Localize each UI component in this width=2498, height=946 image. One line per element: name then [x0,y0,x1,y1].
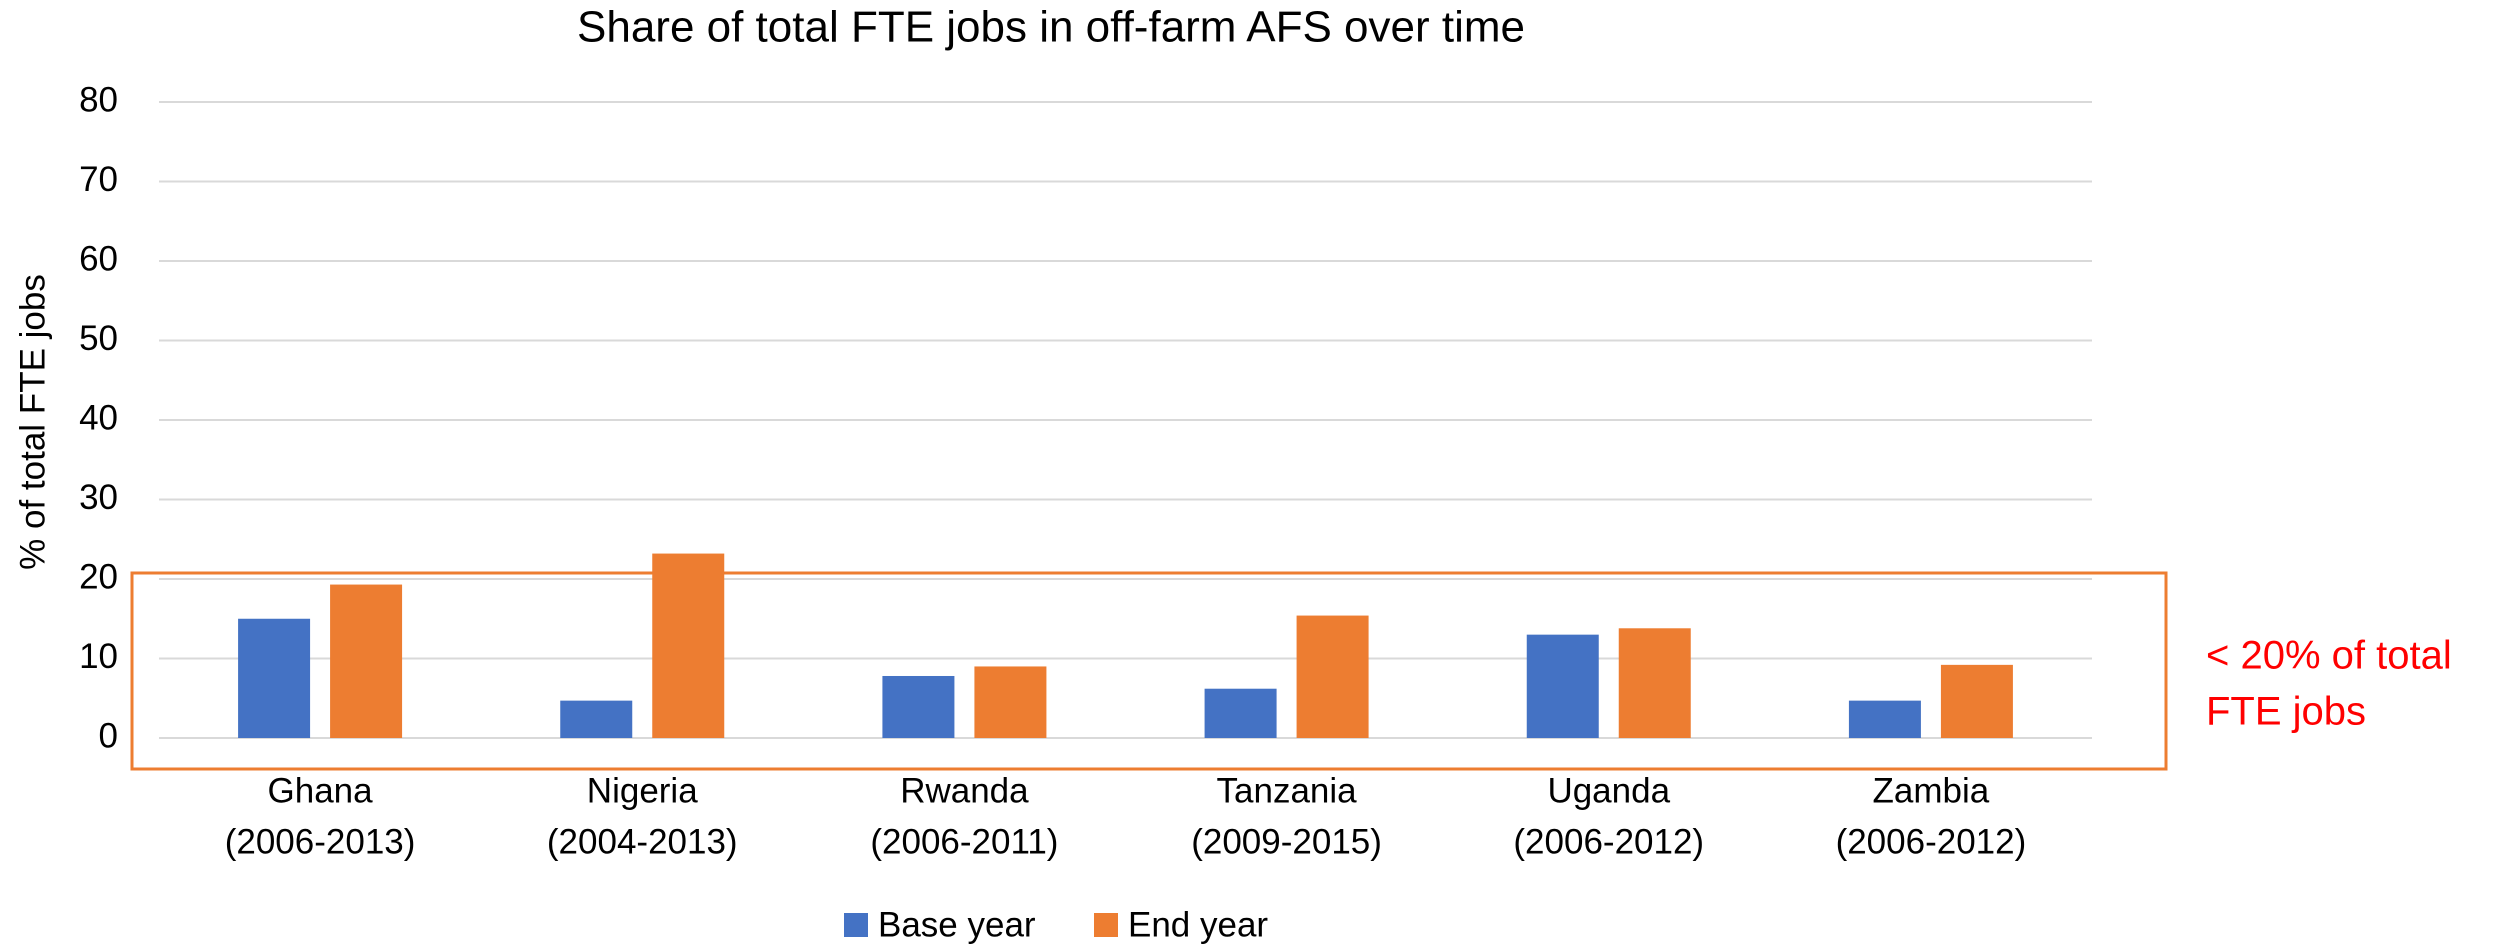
bar [974,666,1047,738]
y-tick-label: 60 [79,239,118,278]
y-axis-label: % of total FTE jobs [13,274,52,570]
bar [652,553,725,738]
y-tick-label: 70 [79,160,118,199]
annotation: FTE jobs [2206,690,2366,734]
bar [1296,615,1369,738]
bar [560,700,633,738]
x-tick-label: Rwanda [900,771,1029,810]
x-tick-label: Ghana [268,771,374,810]
x-tick-label: (2009-2015) [1191,822,1382,861]
y-tick-label: 20 [79,557,118,596]
y-tick-label: 50 [79,319,118,358]
bar [1940,664,2013,738]
bar [882,675,955,738]
bar [1204,688,1277,738]
x-tick-label: (2006-2013) [225,822,416,861]
annotation: < 20% of total [2206,634,2452,678]
y-tick-label: 80 [79,80,118,119]
y-tick-label: 40 [79,398,118,437]
bar [330,584,403,738]
y-tick-label: 30 [79,478,118,517]
legend-label: End year [1128,905,1268,944]
y-tick-label: 0 [99,716,118,755]
x-tick-label: Zambia [1873,771,1990,810]
x-tick-label: (2004-2013) [547,822,738,861]
y-tick-label: 10 [79,637,118,676]
x-tick-label: (2006-2012) [1836,822,2027,861]
chart-title: Share of total FTE jobs in off-farm AFS … [577,3,1525,52]
bar [1848,700,1921,738]
legend-swatch [844,913,868,937]
x-tick-label: Tanzania [1217,771,1358,810]
legend-label: Base year [878,905,1036,944]
bar [238,618,311,738]
x-tick-label: (2006-2011) [870,822,1058,861]
bar [1618,628,1691,738]
x-tick-label: Uganda [1547,771,1670,810]
bar [1526,634,1599,738]
highlight-box [130,571,2168,771]
legend-swatch [1094,913,1118,937]
x-tick-label: (2006-2012) [1513,822,1704,861]
x-tick-label: Nigeria [587,771,698,810]
